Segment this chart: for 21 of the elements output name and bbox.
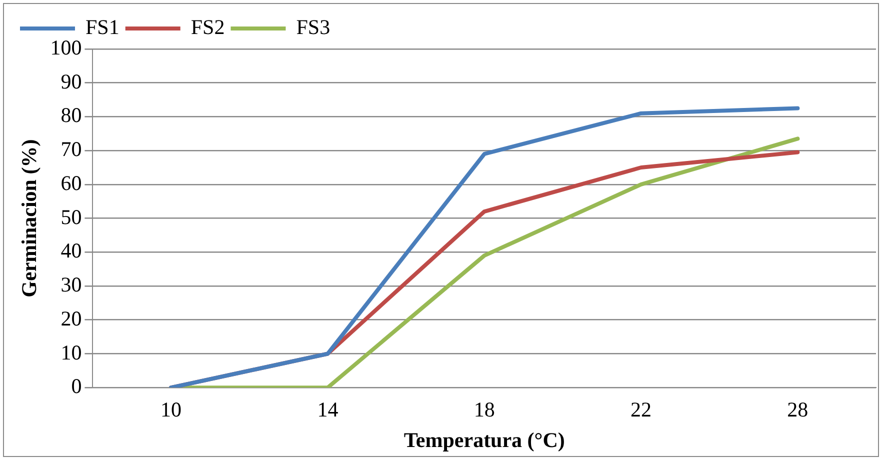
y-tick-label: 0 [71,374,82,398]
y-tick-label: 30 [60,272,82,297]
y-tick-label: 90 [60,69,82,94]
y-tick-label: 70 [60,137,82,162]
y-tick-label: 40 [60,238,82,263]
legend-label: FS1 [86,15,120,40]
y-tick-label: 50 [60,204,82,229]
x-tick-label: 18 [474,398,495,422]
y-tick-label: 100 [50,36,82,60]
x-axis-title: Temperatura (°C) [404,428,565,452]
y-tick-label: 80 [60,103,82,128]
legend-label: FS3 [296,15,330,40]
x-tick-label: 14 [317,398,339,422]
x-tick-label: 28 [787,398,808,422]
y-axis-title: Germinacion (%) [17,139,42,298]
y-tick-label: 60 [60,170,82,195]
y-tick-label: 20 [60,306,82,330]
x-tick-label: 22 [630,398,652,422]
legend-label: FS2 [190,15,225,40]
y-tick-label: 10 [60,340,82,364]
x-tick-label: 10 [160,398,182,422]
